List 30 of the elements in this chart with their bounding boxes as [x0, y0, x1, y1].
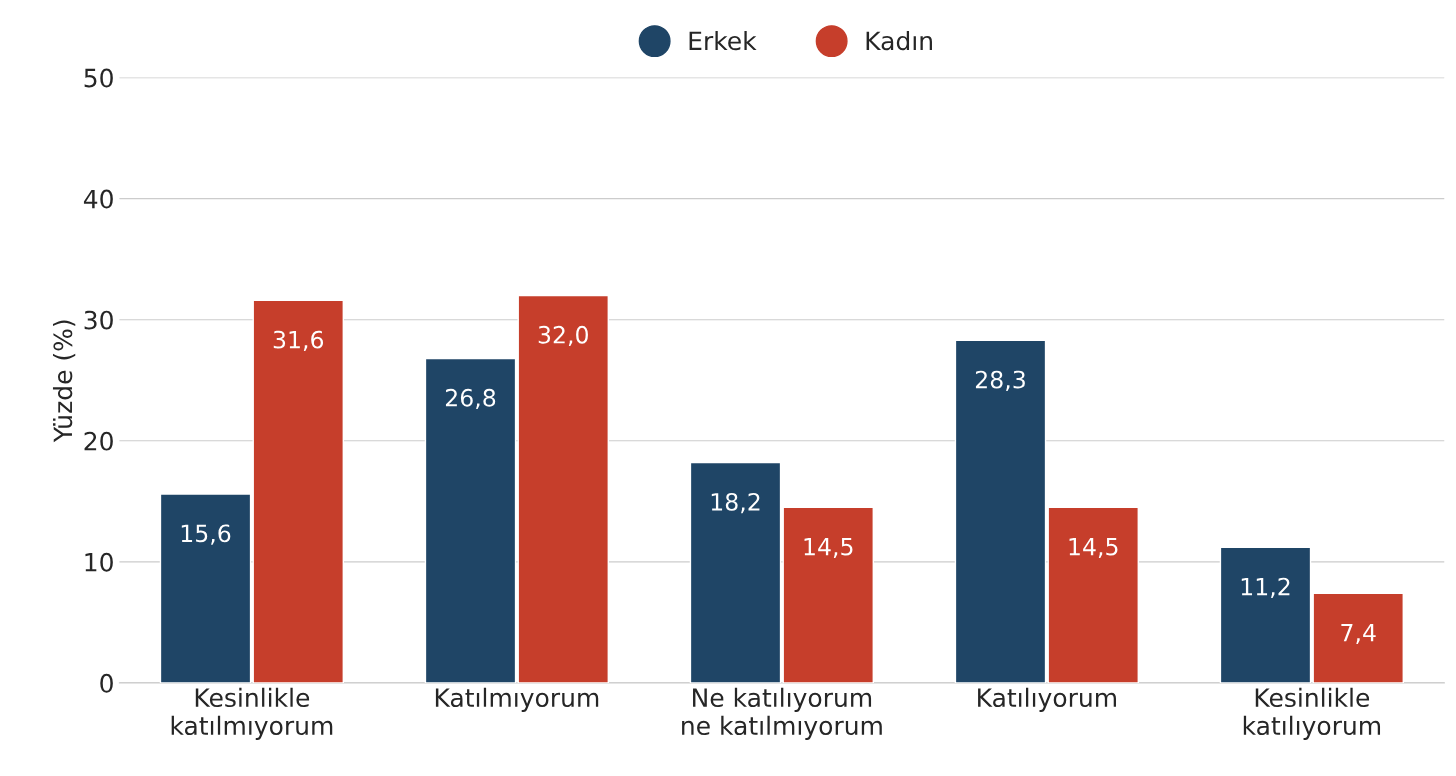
data-label: 31,6: [273, 330, 324, 351]
data-label: 14,5: [804, 538, 853, 558]
y-tick-label: 50: [84, 68, 113, 88]
x-tick-label: Kesinlikle katılıyorum: [1243, 687, 1381, 740]
y-axis-title: Yüzde (%): [52, 320, 76, 443]
x-tick-label: Katılıyorum: [978, 687, 1116, 712]
x-tick-label: Ne katılıyorum ne katılmıyorum: [682, 687, 882, 740]
data-label: 32,0: [538, 325, 588, 347]
bar: [252, 299, 345, 683]
data-label: 26,8: [445, 388, 496, 410]
legend-label: Kadın: [866, 30, 932, 51]
data-label: 28,3: [975, 370, 1025, 391]
legend-label: Erkek: [689, 30, 757, 51]
y-tick-label: 10: [85, 552, 113, 572]
bar: [424, 357, 517, 683]
y-tick-label: 0: [100, 673, 113, 693]
bar: [517, 294, 609, 683]
data-label: 18,2: [711, 492, 760, 514]
y-tick-label: 20: [84, 431, 113, 451]
data-label: 15,6: [181, 524, 231, 545]
x-tick-label: Katılmıyorum: [435, 687, 599, 712]
y-tick-label: 40: [83, 189, 113, 209]
data-label: 14,5: [1069, 538, 1118, 558]
bar: [782, 506, 874, 683]
data-label: 11,2: [1241, 577, 1290, 598]
bar: [159, 493, 252, 683]
x-tick-label: Kesinlikle katılmıyorum: [171, 687, 333, 740]
data-label: 7,4: [1341, 623, 1376, 644]
y-tick-label: 30: [84, 310, 113, 330]
bar: [689, 461, 782, 683]
